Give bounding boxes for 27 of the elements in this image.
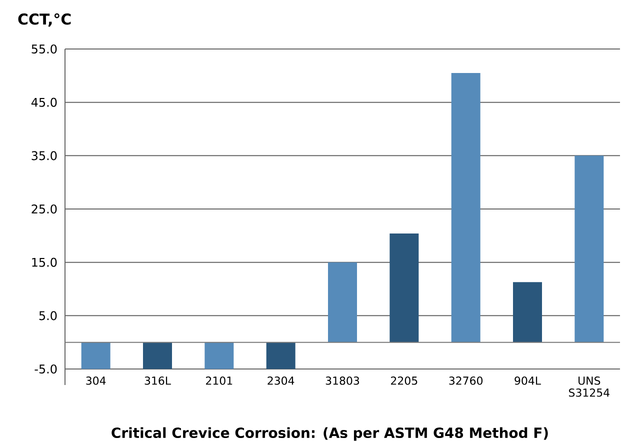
y-tick-label: 5.0: [39, 311, 57, 320]
y-tick-label: 25.0: [32, 204, 57, 214]
x-tick-label: 904L: [514, 376, 541, 385]
bar: [143, 342, 172, 369]
bar: [81, 342, 110, 369]
bar: [390, 234, 419, 342]
y-tick-label: 45.0: [31, 98, 57, 107]
x-tick-label: UNS S31254: [568, 376, 610, 397]
x-tick-label: 316L: [144, 376, 171, 385]
bar: [266, 342, 296, 369]
x-tick-label: 304: [86, 376, 106, 385]
y-tick-label: 55.0: [32, 44, 57, 54]
x-tick-label: 32760: [449, 376, 483, 385]
y-axis-title: CCT,°C: [18, 13, 71, 27]
bar: [204, 342, 234, 369]
y-tick-label: -5.0: [34, 364, 57, 374]
bar: [451, 73, 480, 342]
bar: [513, 282, 542, 342]
x-tick-label: 31803: [326, 376, 360, 385]
y-tick-label: 15.0: [32, 258, 57, 267]
x-axis-title: Critical Crevice Corrosion: (As per ASTM G48 Method F): [112, 427, 548, 441]
y-tick-label: 35.0: [32, 151, 57, 160]
x-tick-label: 2101: [206, 376, 232, 385]
bar: [328, 262, 357, 342]
bar: [574, 156, 604, 342]
x-tick-label: 2205: [391, 376, 418, 385]
x-tick-label: 2304: [268, 376, 294, 385]
